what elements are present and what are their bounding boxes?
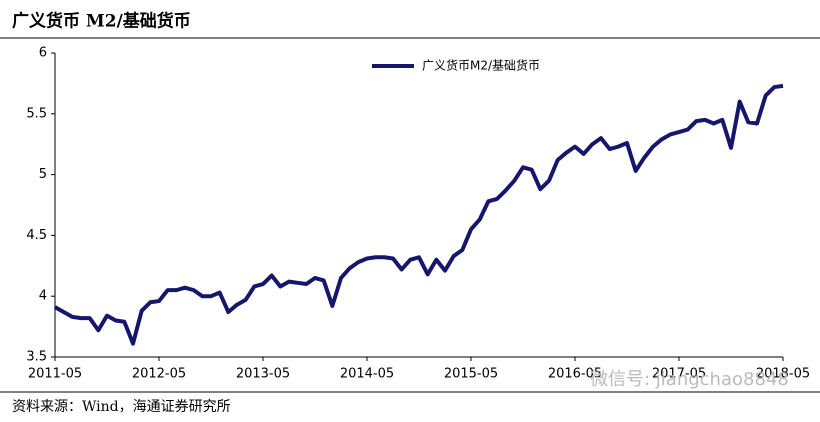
watermark: 微信号: jiangchao8848 bbox=[590, 369, 789, 390]
x-tick-label: 2011-05 bbox=[28, 367, 82, 382]
y-tick-label: 4.5 bbox=[26, 228, 47, 243]
y-tick-label: 4 bbox=[39, 289, 47, 304]
x-tick-label: 2015-05 bbox=[444, 367, 498, 382]
y-tick-label: 5.5 bbox=[26, 106, 47, 121]
x-tick-label: 2017-05 bbox=[652, 367, 706, 382]
x-tick-label: 2016-05 bbox=[548, 367, 602, 382]
source: 资料来源：Wind，海通证券研究所 bbox=[12, 399, 231, 415]
series-line bbox=[54, 83, 784, 346]
legend-label: 广义货币M2/基础货币 bbox=[422, 58, 540, 73]
y-tick-label: 6 bbox=[39, 46, 47, 61]
x-tick-label: 2012-05 bbox=[132, 367, 186, 382]
y-tick-label: 5 bbox=[39, 167, 47, 182]
x-tick-label: 2018-05 bbox=[756, 367, 810, 382]
x-tick-label: 2014-05 bbox=[340, 367, 394, 382]
chart-title: 广义货币 M2/基础货币 bbox=[12, 11, 191, 32]
y-tick-label: 3.5 bbox=[26, 350, 47, 365]
x-tick-label: 2013-05 bbox=[236, 367, 290, 382]
